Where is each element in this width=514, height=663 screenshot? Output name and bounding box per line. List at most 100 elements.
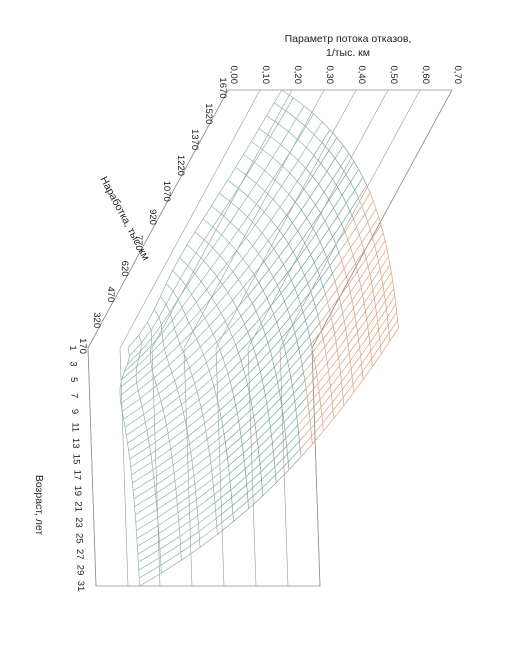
surface-mesh-line — [160, 296, 166, 304]
surface-mesh-line — [290, 173, 297, 181]
surface-mesh-line — [273, 451, 274, 459]
surface-mesh-line — [306, 307, 316, 320]
surface-mesh-line — [320, 242, 324, 250]
surface-mesh-line — [320, 400, 321, 408]
surface-mesh-line — [274, 301, 285, 314]
surface-mesh-line — [230, 209, 239, 222]
surface-mesh-line — [336, 329, 346, 342]
surface-mesh-line — [330, 266, 333, 274]
surface-mesh-line — [343, 398, 344, 406]
surface-mesh-line — [265, 178, 273, 191]
surface-mesh-line — [204, 355, 207, 363]
surface-mesh-line — [223, 426, 224, 434]
surface-mesh-line — [298, 283, 308, 296]
surface-mesh-line — [314, 143, 322, 156]
surface-mesh-line — [166, 291, 173, 304]
surface-mesh-line — [359, 222, 368, 235]
surface-mesh-line — [384, 293, 385, 301]
surface-mesh-line — [268, 228, 277, 241]
surface-mesh-line — [385, 241, 387, 249]
surface-mesh-line — [298, 140, 307, 148]
surface-mesh-line — [193, 468, 194, 476]
surface-mesh-line — [173, 465, 174, 473]
surface-mesh-line — [226, 366, 229, 374]
surface-mesh-line — [204, 342, 217, 355]
surface-mesh-line — [375, 233, 383, 246]
surface-mesh-line — [379, 262, 381, 270]
surface-mesh-line — [177, 336, 180, 344]
surface-mesh-line — [196, 302, 201, 310]
surface-mesh-line — [131, 454, 151, 467]
surface-mesh-line — [288, 260, 298, 273]
surface-mesh-line — [142, 407, 144, 415]
surface-mesh-line — [259, 116, 267, 129]
surface-mesh-line — [246, 175, 256, 183]
surface-mesh-line — [214, 374, 228, 387]
surface-mesh-line — [265, 335, 268, 343]
surface-mesh-line — [285, 430, 286, 438]
surface-mesh-line — [177, 389, 179, 397]
surface-mesh-line — [212, 379, 214, 387]
surface-mesh-line — [328, 371, 329, 379]
surface-mesh-line — [325, 294, 327, 302]
x-tick-label: 5 — [68, 377, 79, 382]
surface-mesh-line — [370, 343, 371, 351]
surface-mesh-line — [306, 114, 314, 127]
surface-mesh-line — [312, 213, 321, 226]
surface-mesh-line — [137, 533, 158, 546]
surface-mesh-line — [237, 251, 243, 259]
surface-mesh-line — [175, 368, 190, 381]
surface-mesh-line — [262, 233, 268, 241]
surface-mesh-line — [382, 277, 383, 285]
surface-mesh-line — [255, 162, 265, 170]
surface-mesh-line — [339, 284, 348, 297]
surface-mesh-line — [387, 249, 389, 257]
surface-mesh-line — [311, 255, 315, 263]
y-tick-label: 320 — [91, 312, 102, 328]
surface-mesh-line — [154, 365, 169, 378]
surface-mesh-line — [274, 265, 284, 278]
surface-mesh-line — [279, 330, 281, 338]
surface-mesh-line — [180, 344, 183, 352]
surface-mesh-line — [182, 307, 186, 315]
surface-mesh-line — [197, 379, 212, 392]
surface-mesh-line — [263, 150, 273, 158]
surface-mesh-line — [311, 291, 314, 299]
surface-mesh-line — [298, 160, 306, 168]
surface-mesh-line — [248, 332, 251, 340]
surface-mesh-line — [205, 318, 209, 326]
surface-mesh-line — [178, 287, 186, 300]
surface-mesh-line — [282, 325, 293, 338]
surface-mesh-line — [380, 257, 388, 270]
surface-mesh-line — [237, 308, 241, 316]
surface-mesh-line — [333, 410, 334, 418]
surface-mesh-line — [319, 392, 320, 400]
surface-mesh-line — [206, 431, 207, 439]
surface-mesh-line — [321, 163, 327, 171]
surface-mesh-line — [216, 506, 232, 519]
surface-mesh-line — [297, 341, 299, 349]
surface-mesh-line — [237, 238, 247, 251]
surface-mesh-line — [210, 455, 211, 463]
surface-mesh-line — [181, 552, 182, 560]
surface-mesh-line — [288, 273, 292, 281]
surface-mesh-line — [230, 188, 238, 201]
surface-mesh-line — [213, 248, 220, 256]
surface-mesh-line — [292, 210, 301, 223]
surface-mesh-line — [323, 274, 333, 287]
surface-mesh-line — [128, 335, 139, 348]
surface-mesh-line — [301, 255, 311, 268]
surface-mesh-line — [353, 243, 362, 256]
surface-mesh-line — [321, 213, 325, 221]
surface-mesh-line — [164, 336, 177, 349]
surface-mesh-line — [354, 308, 355, 316]
surface-mesh-line — [310, 197, 315, 205]
surface-mesh-line — [370, 193, 373, 201]
surface-mesh-line — [308, 404, 309, 412]
surface-mesh-line — [338, 187, 343, 195]
surface-mesh-line — [281, 145, 290, 153]
y-tick-label: 920 — [147, 209, 158, 225]
surface-mesh-line — [262, 220, 271, 233]
surface-mesh-line — [239, 353, 242, 361]
